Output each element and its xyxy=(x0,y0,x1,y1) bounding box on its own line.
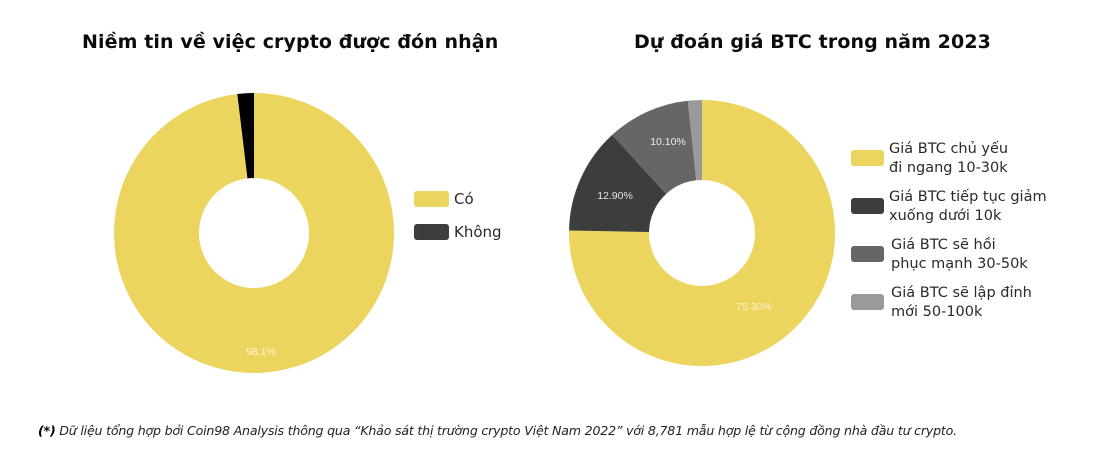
legend-label-recover-line1: Giá BTC sẽ hồi xyxy=(891,237,996,253)
donut-slice xyxy=(113,93,394,373)
legend-swatch-down xyxy=(851,198,884,214)
chart-title-trust: Niềm tin về việc crypto được đón nhận xyxy=(82,31,499,53)
slice-value-label: 10.10% xyxy=(650,136,686,148)
donut-slice xyxy=(237,93,254,179)
legend-label-new-high-line2: mới 50-100k xyxy=(891,304,983,320)
slice-value-label: 12.90% xyxy=(597,190,633,202)
legend-label-down-line1: Giá BTC tiếp tục giảm xyxy=(889,189,1047,205)
donut-slice xyxy=(612,100,697,194)
legend-swatch-khong xyxy=(414,224,449,240)
legend-btc-prediction: Giá BTC chủ yếu đi ngang 10-30k Giá BTC … xyxy=(851,139,1091,339)
donut-slice xyxy=(687,100,702,181)
chart-title-btc-prediction: Dự đoán giá BTC trong năm 2023 xyxy=(634,31,991,53)
footnote-marker: (*) xyxy=(38,423,56,438)
legend-label-new-high-line1: Giá BTC sẽ lập đỉnh xyxy=(891,285,1032,301)
legend-label-sideways-line2: đi ngang 10-30k xyxy=(889,160,1008,176)
legend-swatch-recover xyxy=(851,246,884,262)
legend-swatch-co xyxy=(414,191,449,207)
legend-label-recover-line2: phục mạnh 30-50k xyxy=(891,256,1028,272)
legend-label-co: Có xyxy=(454,190,474,208)
donut-slice xyxy=(569,100,835,366)
legend-swatch-new-high xyxy=(851,294,884,310)
source-footnote: (*) Dữ liệu tổng hợp bởi Coin98 Analysis… xyxy=(38,423,957,438)
slice-value-label: 75.30% xyxy=(736,301,772,313)
legend-label-sideways-line1: Giá BTC chủ yếu xyxy=(889,141,1009,157)
donut-chart-btc-prediction: 75.30% 12.90% 10.10% xyxy=(569,100,835,366)
donut-slice xyxy=(569,134,667,233)
footnote-text: Dữ liệu tổng hợp bởi Coin98 Analysis thô… xyxy=(55,423,957,438)
legend-label-down-line2: xuống dưới 10k xyxy=(889,208,1002,224)
legend-label-khong: Không xyxy=(454,223,502,241)
slice-value-label: 98.1% xyxy=(246,346,276,358)
donut-chart-trust: 98.1% xyxy=(113,93,394,373)
legend-swatch-sideways xyxy=(851,150,884,166)
legend-trust: Có Không xyxy=(414,189,534,249)
